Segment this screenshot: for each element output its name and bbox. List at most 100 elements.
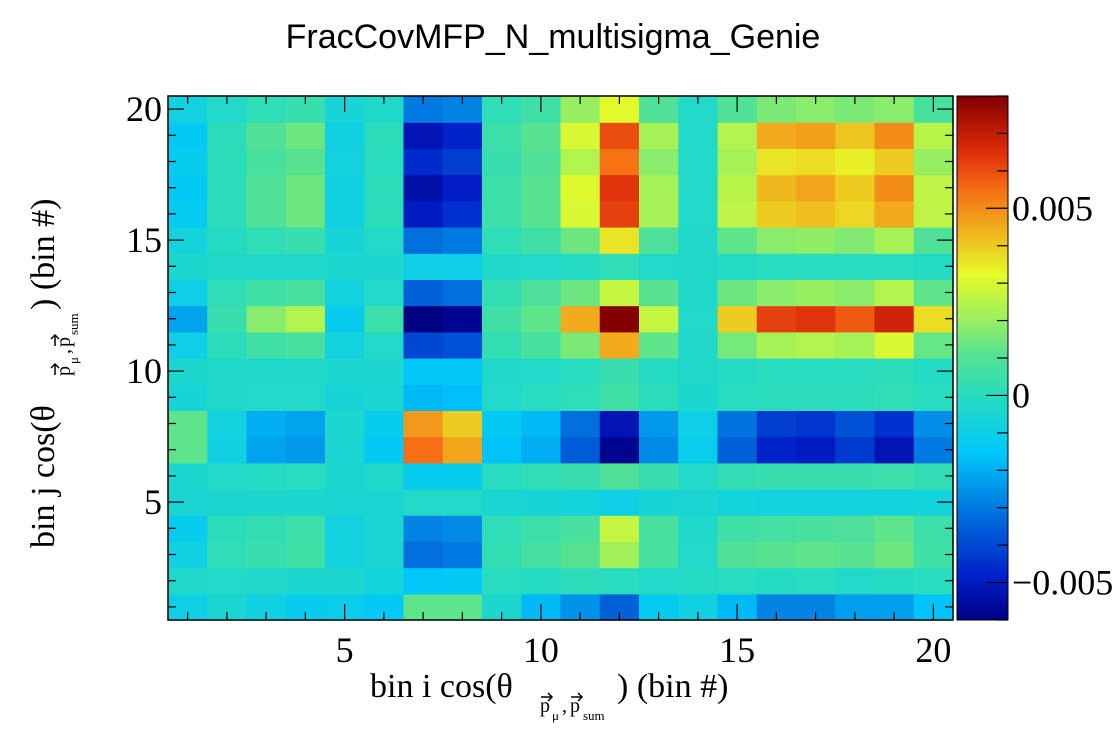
heatmap-cell bbox=[403, 489, 444, 516]
heatmap-cell bbox=[364, 279, 405, 307]
heatmap-cell bbox=[521, 567, 562, 595]
heatmap-cell bbox=[717, 227, 758, 254]
heatmap-cell bbox=[207, 358, 248, 385]
y-tick-label: 5 bbox=[144, 482, 162, 522]
heatmap-cell bbox=[325, 410, 365, 438]
heatmap-cell bbox=[403, 567, 444, 595]
heatmap-cell bbox=[639, 515, 679, 542]
heatmap-cell bbox=[285, 410, 326, 438]
heatmap-cell bbox=[599, 148, 640, 176]
heatmap-cell bbox=[285, 436, 326, 464]
heatmap-cell bbox=[835, 253, 876, 280]
heatmap-cell bbox=[521, 174, 562, 202]
heatmap-cell bbox=[442, 436, 483, 464]
heatmap-cell bbox=[756, 253, 797, 280]
heatmap-cell bbox=[717, 436, 758, 464]
heatmap-cell bbox=[364, 541, 405, 569]
heatmap-cell bbox=[717, 410, 758, 438]
heatmap-cell bbox=[639, 541, 679, 569]
heatmap-cell bbox=[482, 200, 522, 228]
colorbar-ticks bbox=[986, 95, 1008, 621]
heatmap-cell bbox=[442, 462, 483, 490]
heatmap-cell bbox=[756, 227, 797, 254]
heatmap-cell bbox=[364, 148, 405, 176]
heatmap-cell bbox=[717, 122, 758, 149]
heatmap-cell bbox=[285, 358, 326, 385]
heatmap-cell bbox=[482, 436, 522, 464]
heatmap-cell bbox=[207, 174, 248, 202]
heatmap-cell bbox=[835, 462, 876, 490]
heatmap-cell bbox=[207, 148, 248, 176]
heatmap-cell bbox=[442, 227, 483, 254]
heatmap-cell bbox=[285, 489, 326, 516]
heatmap-cell bbox=[756, 174, 797, 202]
heatmap-cell bbox=[796, 279, 836, 307]
heatmap-cell bbox=[717, 384, 758, 411]
chart-title: FracCovMFP_N_multisigma_Genie bbox=[286, 18, 821, 56]
heatmap-cell bbox=[403, 174, 444, 202]
heatmap-cell bbox=[482, 462, 522, 490]
heatmap-cell bbox=[521, 384, 562, 411]
heatmap-cell bbox=[246, 410, 287, 438]
y-axis-label-vec1: p bbox=[53, 366, 75, 376]
heatmap-cell bbox=[442, 515, 483, 542]
heatmap-cell bbox=[285, 148, 326, 176]
heatmap-cell bbox=[325, 174, 365, 202]
heatmap-cell bbox=[403, 148, 444, 176]
vector-arrow-icon bbox=[50, 362, 60, 375]
heatmap-cell bbox=[717, 541, 758, 569]
heatmap-cell bbox=[560, 541, 601, 569]
heatmap-cell bbox=[521, 227, 562, 254]
heatmap-cell bbox=[325, 384, 365, 411]
heatmap-cell bbox=[560, 567, 601, 595]
heatmap-cell bbox=[835, 227, 876, 254]
heatmap-cell bbox=[796, 200, 836, 228]
heatmap-cell bbox=[639, 489, 679, 516]
heatmap-cell bbox=[835, 358, 876, 385]
x-axis-label-prefix: bin i cos(θ bbox=[370, 668, 513, 705]
heatmap-cell bbox=[756, 541, 797, 569]
heatmap-cell bbox=[756, 200, 797, 228]
heatmap-cell bbox=[364, 384, 405, 411]
heatmap-cell bbox=[678, 227, 719, 254]
heatmap-cell bbox=[717, 331, 758, 359]
heatmap-cell bbox=[285, 253, 326, 280]
heatmap-cell bbox=[560, 279, 601, 307]
heatmap-cell bbox=[207, 331, 248, 359]
heatmap-cell bbox=[207, 436, 248, 464]
heatmap-cell bbox=[442, 122, 483, 149]
plot-frame bbox=[167, 95, 954, 621]
heatmap-cell bbox=[756, 148, 797, 176]
x-axis-label-comma: , bbox=[562, 695, 567, 717]
heatmap-cell bbox=[678, 253, 719, 280]
heatmap-cell bbox=[442, 410, 483, 438]
heatmap-cell bbox=[756, 305, 797, 333]
heatmap-cell bbox=[639, 305, 679, 333]
heatmap-cell bbox=[560, 227, 601, 254]
heatmap-cell bbox=[796, 122, 836, 149]
heatmap-cell bbox=[599, 567, 640, 595]
vector-arrow-icon bbox=[571, 692, 584, 702]
heatmap-cell bbox=[639, 462, 679, 490]
heatmap-cell bbox=[285, 227, 326, 254]
heatmap-cell bbox=[482, 515, 522, 542]
y-tick-label: 20 bbox=[126, 89, 162, 129]
heatmap-cell bbox=[874, 148, 915, 176]
heatmap-cell bbox=[285, 174, 326, 202]
heatmap-cell bbox=[796, 515, 836, 542]
heatmap-cell bbox=[756, 122, 797, 149]
heatmap-cell bbox=[796, 410, 836, 438]
heatmap-cell bbox=[639, 279, 679, 307]
heatmap-cell bbox=[207, 410, 248, 438]
heatmap-cell bbox=[364, 200, 405, 228]
heatmap-cell bbox=[364, 358, 405, 385]
heatmap-cell bbox=[364, 515, 405, 542]
heatmap-cell bbox=[717, 567, 758, 595]
x-tick-label: 5 bbox=[336, 630, 354, 670]
heatmap-cell bbox=[678, 541, 719, 569]
heatmap-cell bbox=[364, 305, 405, 333]
heatmap-cell bbox=[678, 174, 719, 202]
heatmap-cell bbox=[521, 200, 562, 228]
heatmap-cell bbox=[246, 174, 287, 202]
heatmap-cell bbox=[599, 200, 640, 228]
